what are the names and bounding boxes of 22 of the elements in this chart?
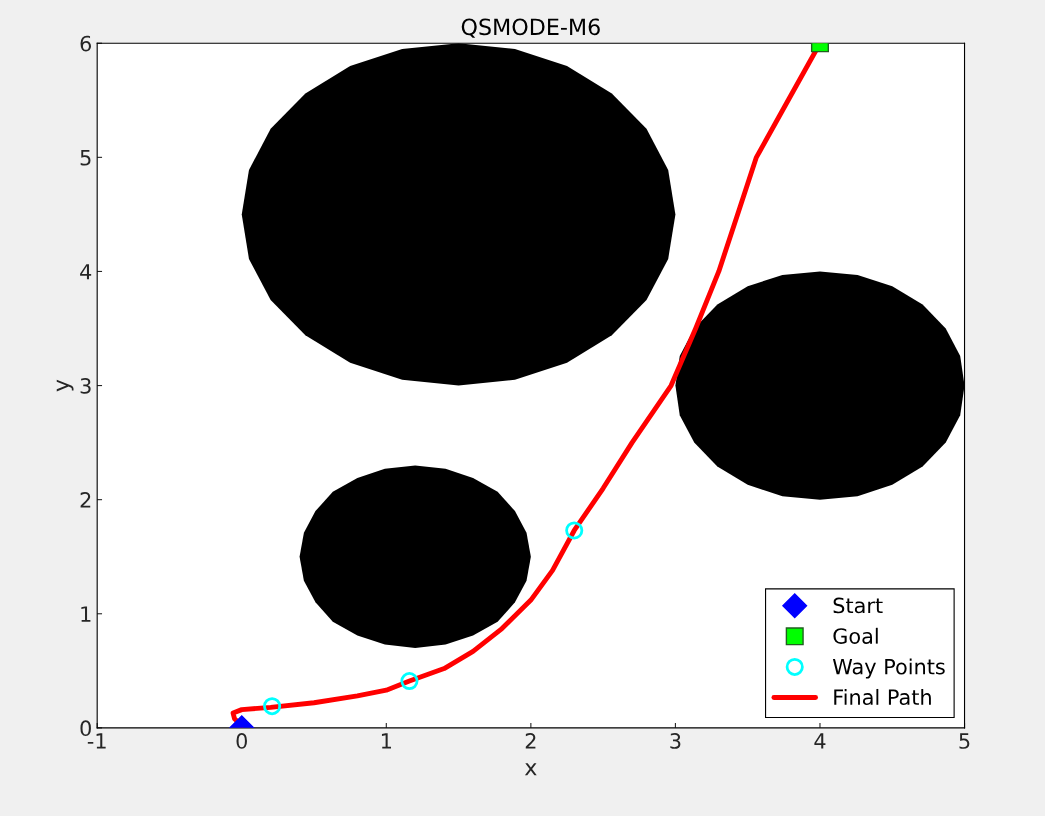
legend-label: Final Path (834, 688, 931, 706)
x-tick-label: 4 (814, 733, 826, 749)
x-tick-label: 2 (525, 733, 536, 749)
point (263, 697, 282, 716)
chart-title: QSMODE-M6 (461, 18, 600, 38)
x-axis-title: x (524, 763, 537, 776)
point (565, 521, 584, 540)
legend-label: Goal (833, 627, 878, 644)
y-tick-label: 2 (80, 492, 91, 508)
y-tick-label: 6 (80, 35, 92, 52)
y-tick-label: 5 (80, 150, 91, 166)
x-tick-label: 1 (381, 733, 392, 749)
y-tick-label: 3 (80, 378, 91, 394)
x-tick-label: 0 (236, 733, 247, 749)
x-tick-label: 3 (670, 733, 681, 749)
y-axis-title: y (56, 379, 74, 392)
y-tick-label: 4 (80, 264, 92, 280)
x-tick-label: 5 (959, 733, 970, 749)
legend-label: Way Points (832, 658, 945, 679)
legend-label: Start (833, 597, 883, 614)
y-tick-label: 1 (81, 606, 91, 622)
point (400, 672, 419, 691)
